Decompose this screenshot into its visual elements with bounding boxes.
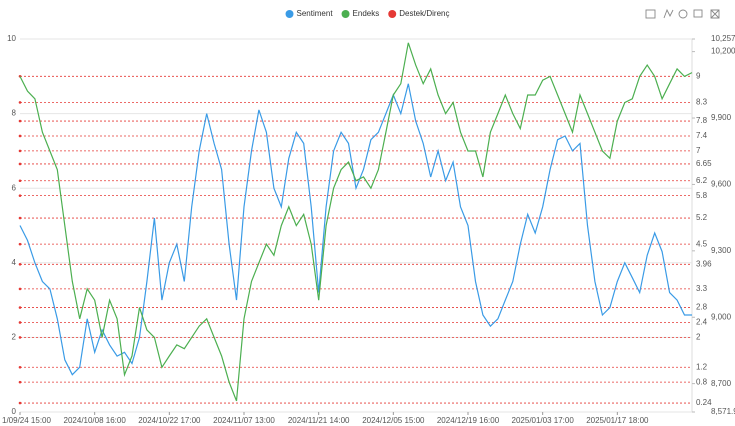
data-view-icon[interactable] — [693, 9, 703, 18]
level-dot — [18, 306, 22, 309]
y2-tick-label: 10,200 — [711, 47, 735, 56]
restore-icon[interactable] — [678, 9, 688, 19]
zoom-icon[interactable] — [645, 9, 656, 19]
x-tick-label: 2025/01/17 18:00 — [586, 416, 649, 425]
level-dot — [18, 194, 22, 197]
zoom-back-icon[interactable] — [663, 8, 674, 19]
level-label: 1.2 — [696, 362, 708, 371]
level-label: 0.8 — [696, 377, 708, 386]
level-label: 7 — [696, 146, 701, 155]
level-dot — [18, 101, 22, 104]
x-tick-label: 2025/01/03 17:00 — [512, 416, 575, 425]
level-label: 7.8 — [696, 116, 708, 125]
level-label: 6.65 — [696, 159, 712, 168]
y-tick-label: 10 — [7, 34, 16, 43]
y2-tick-label: 9,300 — [711, 246, 732, 255]
level-dot — [18, 119, 22, 123]
legend-marker — [388, 10, 397, 18]
level-dot — [18, 321, 22, 324]
y2-tick-label: 10,257. — [711, 34, 735, 43]
level-dot — [18, 262, 22, 266]
level-dot — [18, 149, 22, 153]
y-tick-label: 8 — [12, 109, 17, 118]
toolbar — [645, 8, 720, 19]
y-tick-label: 4 — [12, 258, 17, 267]
level-dot — [18, 134, 22, 138]
legend-label: Endeks — [353, 9, 380, 18]
level-dot — [18, 179, 22, 183]
level-dot — [18, 216, 22, 220]
level-label: 8.3 — [696, 98, 708, 107]
x-tick-label: 1/09/24 15:00 — [2, 416, 51, 425]
x-tick-label: 2024/11/21 14:00 — [288, 416, 350, 425]
level-label: 2 — [696, 333, 701, 342]
level-label: 4.5 — [696, 239, 708, 248]
level-dot — [18, 365, 22, 369]
level-dot — [18, 401, 22, 405]
level-dot — [18, 242, 22, 246]
level-dot — [18, 162, 22, 166]
y-tick-label: 0 — [12, 407, 17, 416]
y2-tick-label: 9,600 — [711, 180, 732, 189]
legend-marker — [341, 10, 350, 18]
x-tick-label: 2024/12/05 15:00 — [362, 416, 425, 425]
x-tick-label: 2024/10/22 17:00 — [138, 416, 201, 425]
level-dot — [18, 336, 22, 339]
level-dot — [18, 380, 22, 384]
y2-tick-label: 8,700 — [711, 379, 732, 388]
level-label: 6.2 — [696, 176, 708, 185]
y2-tick-label: 9,000 — [711, 312, 732, 321]
legend: Sentiment Endeks Destek/Direnç — [285, 9, 449, 18]
level-dot — [18, 287, 22, 291]
y2-tick-label: 9,900 — [711, 113, 732, 122]
legend-label: Destek/Direnç — [399, 9, 449, 18]
level-label: 5.2 — [696, 213, 708, 222]
legend-label: Sentiment — [297, 9, 334, 18]
x-tick-label: 2024/11/07 13:00 — [213, 416, 275, 425]
x-tick-label: 2024/10/08 16:00 — [64, 416, 127, 425]
level-label: 9 — [696, 71, 701, 80]
level-label: 7.4 — [696, 131, 708, 140]
save-icon[interactable] — [710, 9, 720, 19]
level-label: 2.4 — [696, 318, 708, 327]
y-tick-label: 2 — [12, 333, 17, 342]
y2-tick-label: 8,571.9 — [711, 407, 735, 416]
level-label: 5.8 — [696, 191, 708, 200]
level-label: 2.8 — [696, 303, 708, 312]
level-label: 3.96 — [696, 259, 712, 268]
series-line — [19, 42, 693, 402]
level-label: 0.24 — [696, 398, 712, 407]
legend-marker — [285, 10, 294, 18]
x-tick-label: 2024/12/19 16:00 — [437, 416, 500, 425]
y-tick-label: 6 — [12, 183, 17, 192]
level-label: 3.3 — [696, 284, 708, 293]
series-line — [19, 83, 692, 376]
